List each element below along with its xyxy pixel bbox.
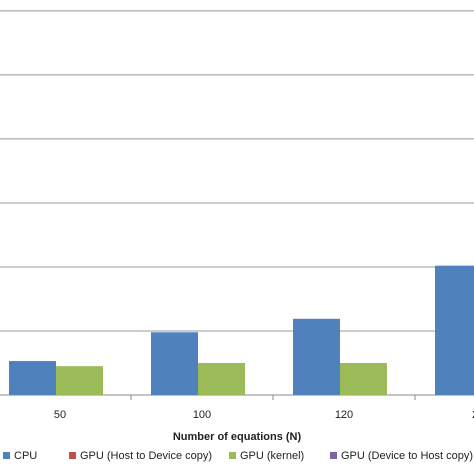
x-axis-title: Number of equations (N) xyxy=(173,431,302,443)
bar xyxy=(56,366,103,395)
bar xyxy=(435,265,474,395)
legend-swatch xyxy=(69,452,76,459)
bar xyxy=(9,361,56,395)
x-tick-label: 50 xyxy=(54,409,66,421)
bar xyxy=(340,362,387,395)
legend-label: GPU (Device to Host copy) xyxy=(341,450,473,462)
bar xyxy=(151,332,198,395)
x-tick-label: 120 xyxy=(335,409,353,421)
legend-swatch xyxy=(3,452,10,459)
legend-swatch xyxy=(330,452,337,459)
legend-label: CPU xyxy=(14,450,37,462)
bar xyxy=(293,318,340,395)
bar xyxy=(198,362,245,395)
legend-label: GPU (Host to Device copy) xyxy=(80,450,212,462)
x-tick-label: 100 xyxy=(193,409,211,421)
legend-label: GPU (kernel) xyxy=(240,450,304,462)
x-tick-label: 20 xyxy=(472,409,474,421)
legend-swatch xyxy=(229,452,236,459)
